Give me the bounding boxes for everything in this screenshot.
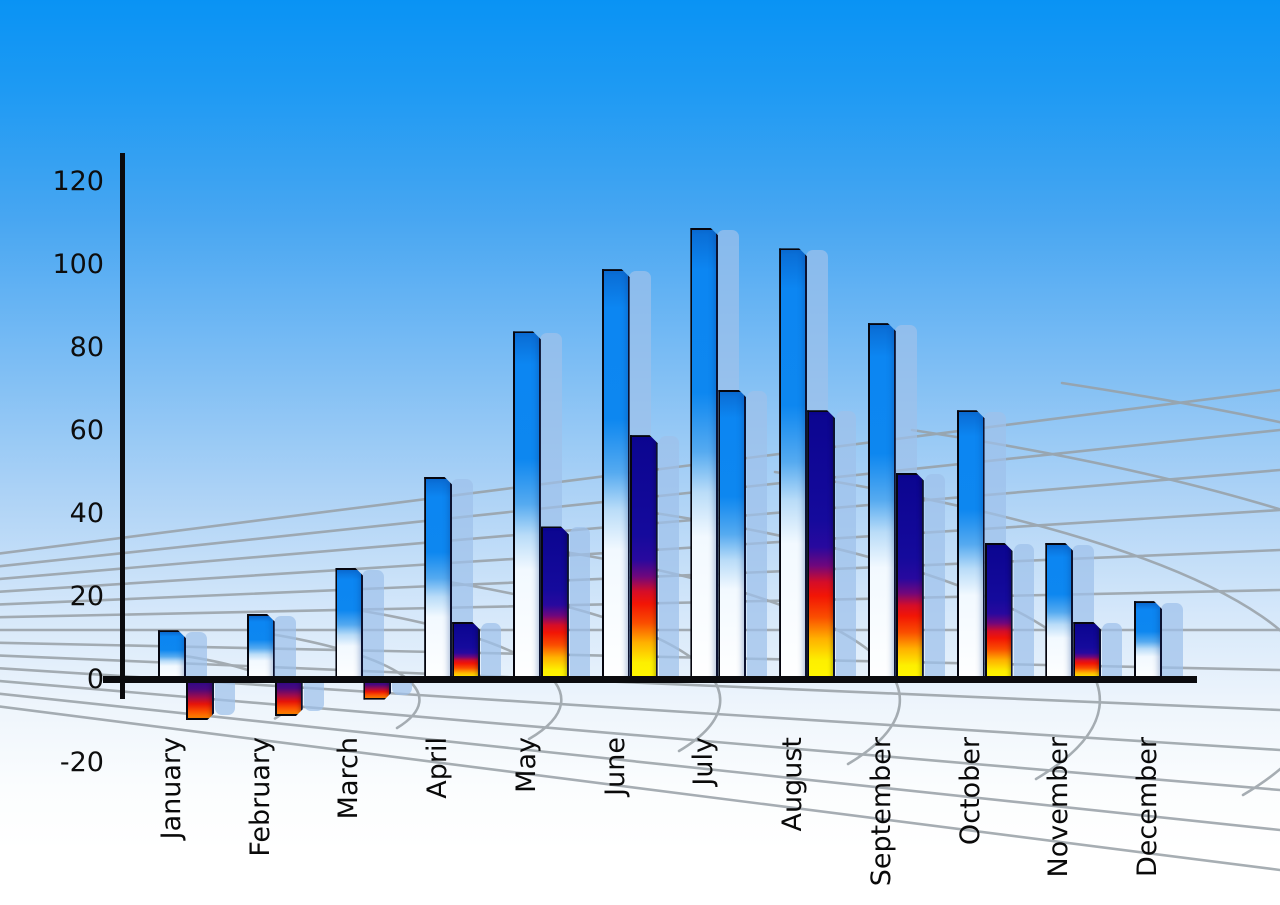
bar-july-primary	[690, 228, 718, 682]
bar-echo-may-secondary	[569, 527, 590, 680]
bar-november-primary	[1045, 543, 1073, 682]
y-tick-label-40: 40	[69, 498, 104, 529]
bar-june-secondary	[630, 435, 658, 682]
bar-july-secondary	[718, 390, 746, 683]
x-label-december: December	[1132, 737, 1164, 878]
x-label-july: July	[688, 737, 720, 786]
y-tick-label--20: -20	[59, 747, 104, 778]
y-tick-label-100: 100	[52, 249, 104, 280]
bar-march-secondary	[363, 681, 391, 700]
bar-echo-january-secondary	[215, 683, 235, 716]
bar-echo-april-secondary	[481, 622, 502, 680]
bar-echo-february-primary	[273, 615, 296, 680]
bar-september-primary	[868, 323, 896, 682]
bar-april-primary	[424, 477, 452, 682]
bar-echo-july-secondary	[747, 390, 768, 680]
x-label-january: January	[156, 737, 187, 840]
x-label-june: June	[599, 737, 631, 796]
y-tick-label-80: 80	[69, 332, 104, 363]
bar-echo-december-primary	[1161, 603, 1184, 680]
x-label-september: September	[865, 737, 897, 887]
bar-august-secondary	[807, 410, 835, 682]
bar-april-secondary	[452, 622, 480, 682]
bar-echo-june-secondary	[658, 436, 679, 680]
bar-echo-november-secondary	[1102, 622, 1123, 680]
y-tick-label-20: 20	[69, 581, 104, 612]
y-tick-label-0: 0	[86, 664, 104, 695]
bar-echo-february-secondary	[303, 683, 324, 712]
bar-echo-january-primary	[185, 632, 207, 680]
bar-december-primary	[1134, 601, 1162, 682]
x-label-april: April	[422, 737, 454, 799]
x-label-august: August	[777, 737, 809, 832]
x-axis-line	[103, 676, 1197, 683]
bar-echo-march-primary	[362, 569, 385, 680]
bar-march-primary	[335, 568, 363, 682]
bar-august-primary	[779, 248, 807, 682]
y-axis-line	[120, 153, 125, 699]
bar-september-secondary	[896, 473, 924, 683]
bar-january-primary	[158, 630, 186, 682]
x-label-march: March	[333, 737, 365, 820]
bar-january-secondary	[186, 681, 214, 720]
bar-echo-october-secondary	[1013, 544, 1034, 680]
bar-may-secondary	[541, 526, 569, 682]
bar-june-primary	[602, 269, 630, 682]
bar-echo-september-secondary	[924, 473, 945, 680]
bar-echo-march-secondary	[392, 683, 413, 695]
x-label-november: November	[1043, 737, 1075, 878]
bar-echo-august-secondary	[836, 411, 857, 680]
bar-october-secondary	[985, 543, 1013, 682]
bar-february-secondary	[275, 681, 303, 716]
y-tick-label-120: 120	[52, 166, 104, 197]
x-label-may: May	[510, 737, 542, 793]
bar-november-secondary	[1073, 622, 1101, 682]
x-label-october: October	[954, 737, 986, 846]
bar-february-primary	[247, 614, 275, 682]
bar-october-primary	[957, 410, 985, 682]
y-tick-label-60: 60	[69, 415, 104, 446]
x-label-february: February	[244, 737, 276, 857]
bar-may-primary	[513, 331, 541, 682]
